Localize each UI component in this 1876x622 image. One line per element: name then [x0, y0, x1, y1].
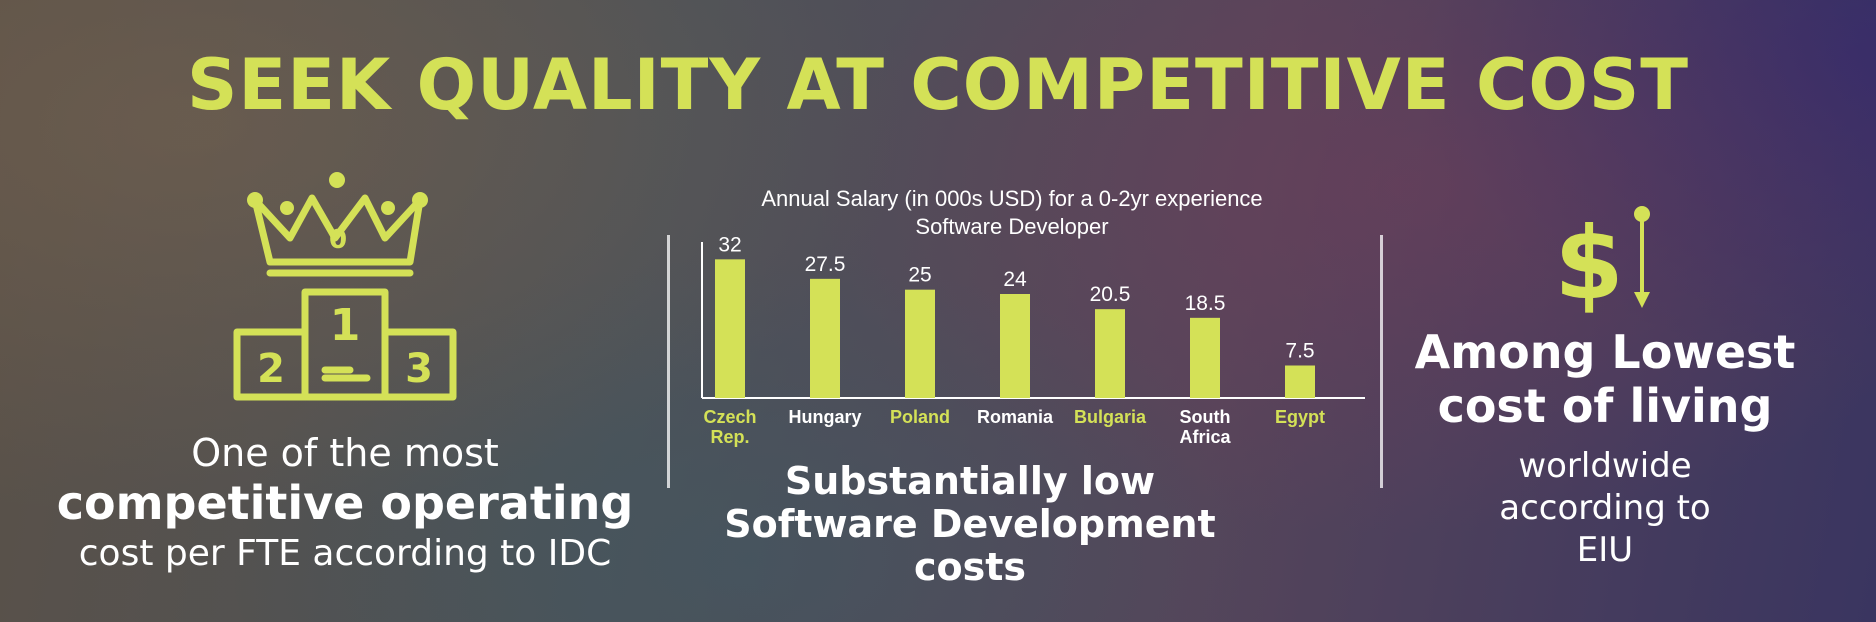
- crown-gem-label: 0: [329, 225, 347, 255]
- bar: [1095, 309, 1125, 398]
- right-sub-line-2: according to: [1499, 488, 1711, 528]
- podium-label-3: 3: [405, 346, 433, 392]
- podium-label-2: 2: [257, 346, 285, 392]
- bar-value-label: 7.5: [1285, 340, 1314, 363]
- bar-value-label: 18.5: [1185, 292, 1226, 315]
- right-title-line-2: cost of living: [1437, 379, 1773, 433]
- caption-line-3: costs: [913, 545, 1027, 589]
- lowest-cost-title: Among Lowest cost of living: [1375, 325, 1835, 433]
- lowest-cost-subtitle: worldwide according to EIU: [1425, 445, 1785, 571]
- chart-title-line-1: Annual Salary (in 000s USD) for a 0-2yr …: [761, 186, 1262, 211]
- bar: [1285, 365, 1315, 398]
- bar: [1000, 294, 1030, 398]
- fte-cost-statement: One of the most competitive operating co…: [40, 430, 650, 578]
- fte-line-3: cost per FTE according to IDC: [78, 533, 612, 574]
- right-sub-line-1: worldwide: [1518, 446, 1692, 486]
- dollar-down-arrow-icon: $: [1555, 205, 1650, 315]
- category-label: Hungary: [788, 407, 861, 427]
- category-label: Egypt: [1275, 407, 1325, 427]
- caption-line-1: Substantially low: [784, 459, 1156, 503]
- bar-value-label: 25: [908, 264, 931, 287]
- right-title-line-1: Among Lowest: [1414, 325, 1796, 379]
- category-label: Africa: [1179, 427, 1231, 447]
- chart-caption: Substantially low Software Development c…: [700, 460, 1240, 589]
- category-label: Romania: [977, 407, 1054, 427]
- divider-left: [667, 235, 670, 488]
- category-label: Rep.: [710, 427, 749, 447]
- category-label: Poland: [890, 407, 950, 427]
- bar: [715, 259, 745, 398]
- category-label: Bulgaria: [1074, 407, 1147, 427]
- divider-right: [1380, 235, 1383, 488]
- chart-title-line-2: Software Developer: [915, 214, 1108, 239]
- caption-line-2: Software Development: [724, 502, 1216, 546]
- bar: [1190, 317, 1220, 398]
- bar-value-label: 20.5: [1090, 283, 1131, 306]
- bar-value-label: 27.5: [805, 253, 846, 276]
- crown-podium-icon: 0 1 2 3: [233, 172, 457, 401]
- bar: [810, 278, 840, 398]
- category-label: Czech: [703, 407, 756, 427]
- fte-line-1: One of the most: [191, 431, 499, 475]
- page-title: SEEK QUALITY AT COMPETITIVE COST: [187, 44, 1689, 126]
- right-sub-line-3: EIU: [1576, 530, 1634, 570]
- bar-value-label: 32: [718, 233, 741, 256]
- dollar-symbol: $: [1555, 205, 1624, 315]
- category-label: South: [1180, 407, 1231, 427]
- bar: [905, 289, 935, 398]
- fte-line-2: competitive operating: [56, 476, 634, 530]
- podium-label-1: 1: [330, 300, 361, 351]
- salary-bar-chart: Annual Salary (in 000s USD) for a 0-2yr …: [701, 186, 1365, 447]
- bar-value-label: 24: [1003, 268, 1027, 291]
